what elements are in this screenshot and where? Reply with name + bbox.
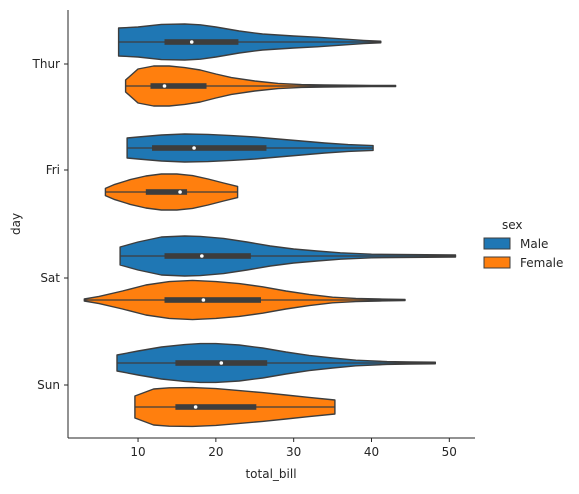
legend-label-female: Female (520, 256, 563, 270)
legend-title: sex (502, 218, 523, 232)
y-tick-label: Thur (32, 57, 61, 71)
iqr-box-sun-female (175, 404, 257, 410)
axes-layer: 10 20 30 40 50 Thur Fri Sat Sun (32, 10, 475, 459)
legend: sex Male Female (483, 218, 563, 270)
x-tick-label: 40 (364, 445, 379, 459)
x-tick-label: 50 (442, 445, 457, 459)
legend-label-male: Male (520, 237, 548, 251)
x-tick-label: 30 (286, 445, 301, 459)
violins-layer (83, 23, 457, 428)
median-dot-fri-male (192, 146, 196, 150)
x-tick-label: 10 (130, 445, 145, 459)
median-dot-sun-female (193, 405, 198, 409)
x-tick-label: 20 (208, 445, 223, 459)
median-dot-sat-female (201, 298, 206, 302)
median-dot-thur-female (162, 84, 167, 88)
iqr-box-sat-male (164, 253, 251, 259)
y-tick-label: Fri (46, 163, 60, 177)
legend-swatch-female (483, 256, 511, 269)
y-axis-label: day (9, 213, 23, 235)
iqr-box-thur-male (164, 39, 239, 45)
x-axis-label: total_bill (245, 467, 296, 481)
y-tick-label: Sun (37, 378, 60, 392)
y-tick-label: Sat (40, 271, 60, 285)
median-dot-sun-male (219, 361, 224, 365)
median-dot-thur-male (189, 40, 194, 44)
iqr-box-fri-male (152, 145, 267, 151)
iqr-box-fri-female (145, 189, 188, 195)
iqr-box-thur-female (150, 83, 207, 89)
median-dot-fri-female (178, 190, 182, 194)
legend-swatch-male (483, 237, 511, 250)
iqr-box-sat-female (164, 297, 261, 303)
median-dot-sat-male (200, 254, 204, 258)
